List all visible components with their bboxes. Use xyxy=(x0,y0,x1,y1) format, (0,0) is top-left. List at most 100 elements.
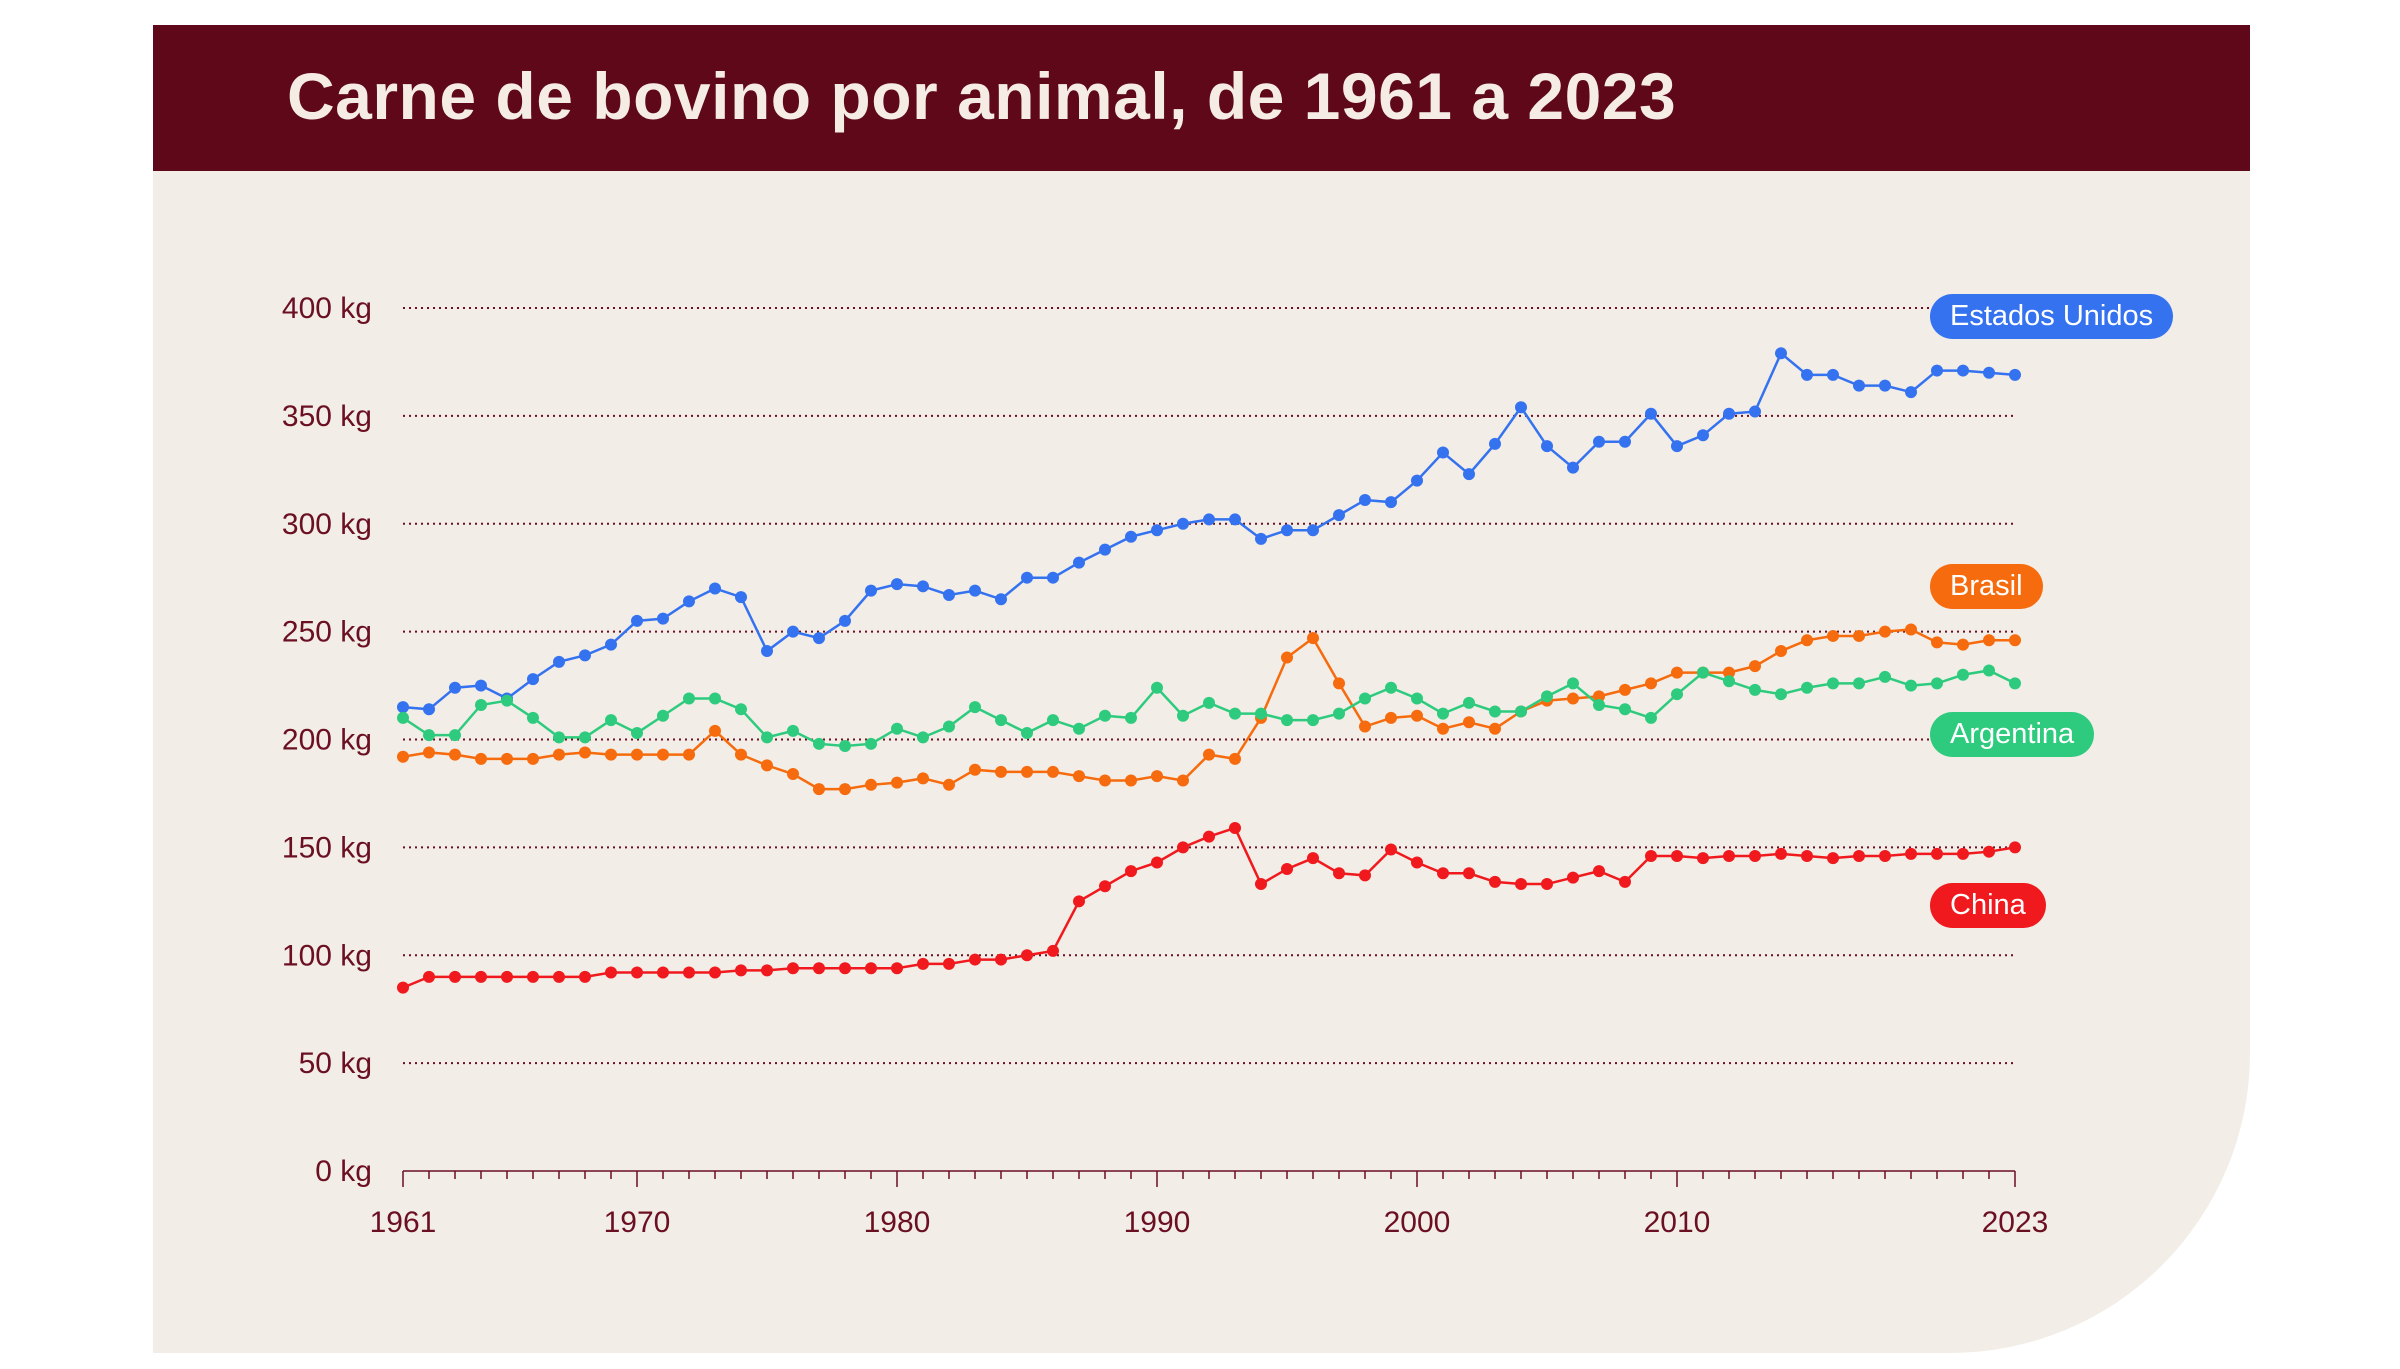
series-label: Brasil xyxy=(1930,564,2043,609)
data-point xyxy=(1411,474,1423,487)
data-point xyxy=(1541,690,1553,703)
y-tick-label: 100 kg xyxy=(282,939,372,972)
data-point xyxy=(1489,722,1501,735)
data-point xyxy=(683,966,695,979)
data-point xyxy=(683,692,695,705)
data-point xyxy=(1749,660,1761,673)
x-tick-label: 2000 xyxy=(1384,1206,1451,1239)
data-point xyxy=(1853,850,1865,863)
data-point xyxy=(1567,692,1579,705)
data-point xyxy=(1671,688,1683,701)
data-point xyxy=(1671,440,1683,453)
series-line-brasil xyxy=(402,628,2015,791)
data-point xyxy=(1931,677,1943,690)
data-point xyxy=(839,614,851,627)
data-point xyxy=(1697,852,1709,865)
data-point xyxy=(709,692,721,705)
data-point xyxy=(579,970,591,983)
data-point xyxy=(735,703,747,716)
data-point xyxy=(605,966,617,979)
data-point xyxy=(1541,440,1553,453)
data-point xyxy=(969,701,981,714)
data-point xyxy=(1931,847,1943,860)
data-point xyxy=(1619,703,1631,716)
data-point xyxy=(1333,867,1345,880)
data-point xyxy=(1307,852,1319,865)
data-point xyxy=(1749,850,1761,863)
data-point xyxy=(1489,705,1501,718)
data-point xyxy=(709,966,721,979)
x-tick-label: 1980 xyxy=(864,1206,931,1239)
data-point xyxy=(839,739,851,752)
data-point xyxy=(709,582,721,595)
data-point xyxy=(1151,856,1163,869)
data-point xyxy=(813,783,825,796)
data-point xyxy=(1801,681,1813,694)
data-point xyxy=(1879,670,1891,683)
data-point xyxy=(1983,845,1995,858)
data-point xyxy=(1411,692,1423,705)
data-point xyxy=(1359,869,1371,882)
data-point xyxy=(657,748,669,761)
data-point xyxy=(1619,875,1631,888)
data-point xyxy=(943,720,955,733)
data-point xyxy=(1177,517,1189,530)
data-point xyxy=(1957,638,1969,651)
data-point xyxy=(709,724,721,737)
data-point xyxy=(657,709,669,722)
data-point xyxy=(943,957,955,970)
data-point xyxy=(397,711,409,724)
data-point xyxy=(1801,634,1813,647)
data-point xyxy=(1697,429,1709,442)
data-point xyxy=(1333,707,1345,720)
data-point xyxy=(1723,850,1735,863)
x-tick-label: 1970 xyxy=(604,1206,671,1239)
data-point xyxy=(449,729,461,742)
data-point xyxy=(1073,770,1085,783)
data-point xyxy=(813,962,825,975)
data-point xyxy=(1905,386,1917,399)
series-label: Argentina xyxy=(1930,712,2095,757)
data-point xyxy=(1229,513,1241,526)
data-point xyxy=(1749,683,1761,696)
data-point xyxy=(1437,446,1449,459)
data-point xyxy=(1853,677,1865,690)
data-point xyxy=(1879,850,1891,863)
data-point xyxy=(1567,871,1579,884)
data-point xyxy=(1983,634,1995,647)
series-label: Estados Unidos xyxy=(1930,294,2174,339)
data-point xyxy=(1333,509,1345,522)
data-point xyxy=(449,970,461,983)
data-point xyxy=(787,962,799,975)
data-point xyxy=(1099,543,1111,556)
data-point xyxy=(1957,364,1969,377)
data-point xyxy=(891,962,903,975)
data-point xyxy=(553,655,565,668)
data-point xyxy=(1463,468,1475,481)
data-point xyxy=(397,750,409,763)
data-point xyxy=(1827,852,1839,865)
data-point xyxy=(1801,368,1813,381)
data-point xyxy=(1099,880,1111,893)
data-point xyxy=(1385,681,1397,694)
data-point xyxy=(1281,714,1293,727)
data-point xyxy=(1827,677,1839,690)
data-point xyxy=(1281,862,1293,875)
y-tick-label: 0 kg xyxy=(315,1155,372,1188)
data-point xyxy=(761,759,773,772)
data-point xyxy=(1203,513,1215,526)
data-point xyxy=(1671,850,1683,863)
x-tick-label: 1961 xyxy=(370,1206,437,1239)
data-point xyxy=(1983,366,1995,379)
data-point xyxy=(1931,636,1943,649)
data-point xyxy=(527,711,539,724)
data-point xyxy=(1515,705,1527,718)
data-point xyxy=(1411,856,1423,869)
data-point xyxy=(1151,524,1163,537)
data-point xyxy=(1203,748,1215,761)
data-point xyxy=(1463,696,1475,709)
data-point xyxy=(969,584,981,597)
data-point xyxy=(1073,722,1085,735)
data-point xyxy=(475,752,487,765)
